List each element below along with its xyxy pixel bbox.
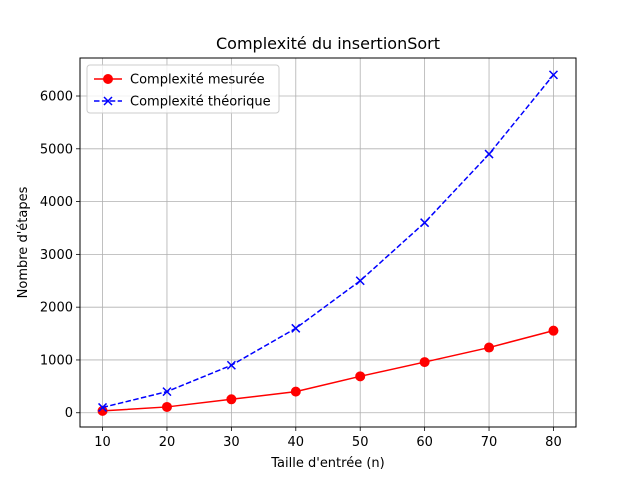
data-point xyxy=(290,386,301,397)
series-line xyxy=(102,329,554,412)
legend-label: Complexité mesurée xyxy=(130,73,265,88)
series-1 xyxy=(98,70,558,412)
data-point xyxy=(162,387,172,397)
legend-item: Complexité mesurée xyxy=(94,73,265,88)
x-tick-label: 20 xyxy=(159,435,176,450)
x-tick-label: 80 xyxy=(545,435,562,450)
legend: Complexité mesurée Complexité théorique xyxy=(86,64,280,114)
x-tick-label: 70 xyxy=(481,435,498,450)
chart-title: Complexité du insertionSort xyxy=(216,34,440,53)
legend-marker xyxy=(103,96,113,106)
y-tick-label: 5000 xyxy=(40,142,73,157)
data-point xyxy=(355,371,366,382)
data-point xyxy=(420,218,430,228)
data-point xyxy=(98,402,108,412)
axes-frame xyxy=(79,57,577,428)
y-tick-label: 1000 xyxy=(40,353,73,368)
grid xyxy=(80,58,576,427)
series-layer xyxy=(97,70,559,416)
y-tick-label: 2000 xyxy=(40,301,73,316)
x-tick-label: 30 xyxy=(223,435,240,450)
data-point xyxy=(226,394,237,405)
data-point xyxy=(484,342,495,353)
data-point xyxy=(419,357,430,368)
legend-box xyxy=(86,64,280,114)
x-tick-label: 40 xyxy=(288,435,305,450)
ticks: 10 20 30 40 50 60 70 80 0 1000 2000 3000 4000 5000 600… xyxy=(40,90,562,450)
x-axis-label: Taille d'entrée (n) xyxy=(270,456,384,471)
y-axis-label: Nombre d'étapes xyxy=(16,186,31,298)
legend-item: Complexité théorique xyxy=(94,95,271,110)
data-point xyxy=(291,323,301,333)
y-tick-label: 3000 xyxy=(40,248,73,263)
y-tick-label: 6000 xyxy=(40,90,73,105)
data-point xyxy=(355,276,365,286)
y-tick-label: 0 xyxy=(65,406,73,421)
legend-marker xyxy=(103,74,113,84)
data-point xyxy=(548,325,559,336)
data-point xyxy=(548,70,558,80)
data-point xyxy=(226,360,236,370)
x-tick-label: 50 xyxy=(352,435,369,450)
series-0 xyxy=(97,325,559,416)
y-tick-label: 4000 xyxy=(40,195,73,210)
x-tick-label: 10 xyxy=(94,435,111,450)
data-point xyxy=(161,401,172,412)
legend-label: Complexité théorique xyxy=(130,95,271,110)
series-line xyxy=(102,74,555,409)
x-tick-label: 60 xyxy=(416,435,433,450)
data-point xyxy=(97,405,108,416)
data-point xyxy=(484,149,494,159)
